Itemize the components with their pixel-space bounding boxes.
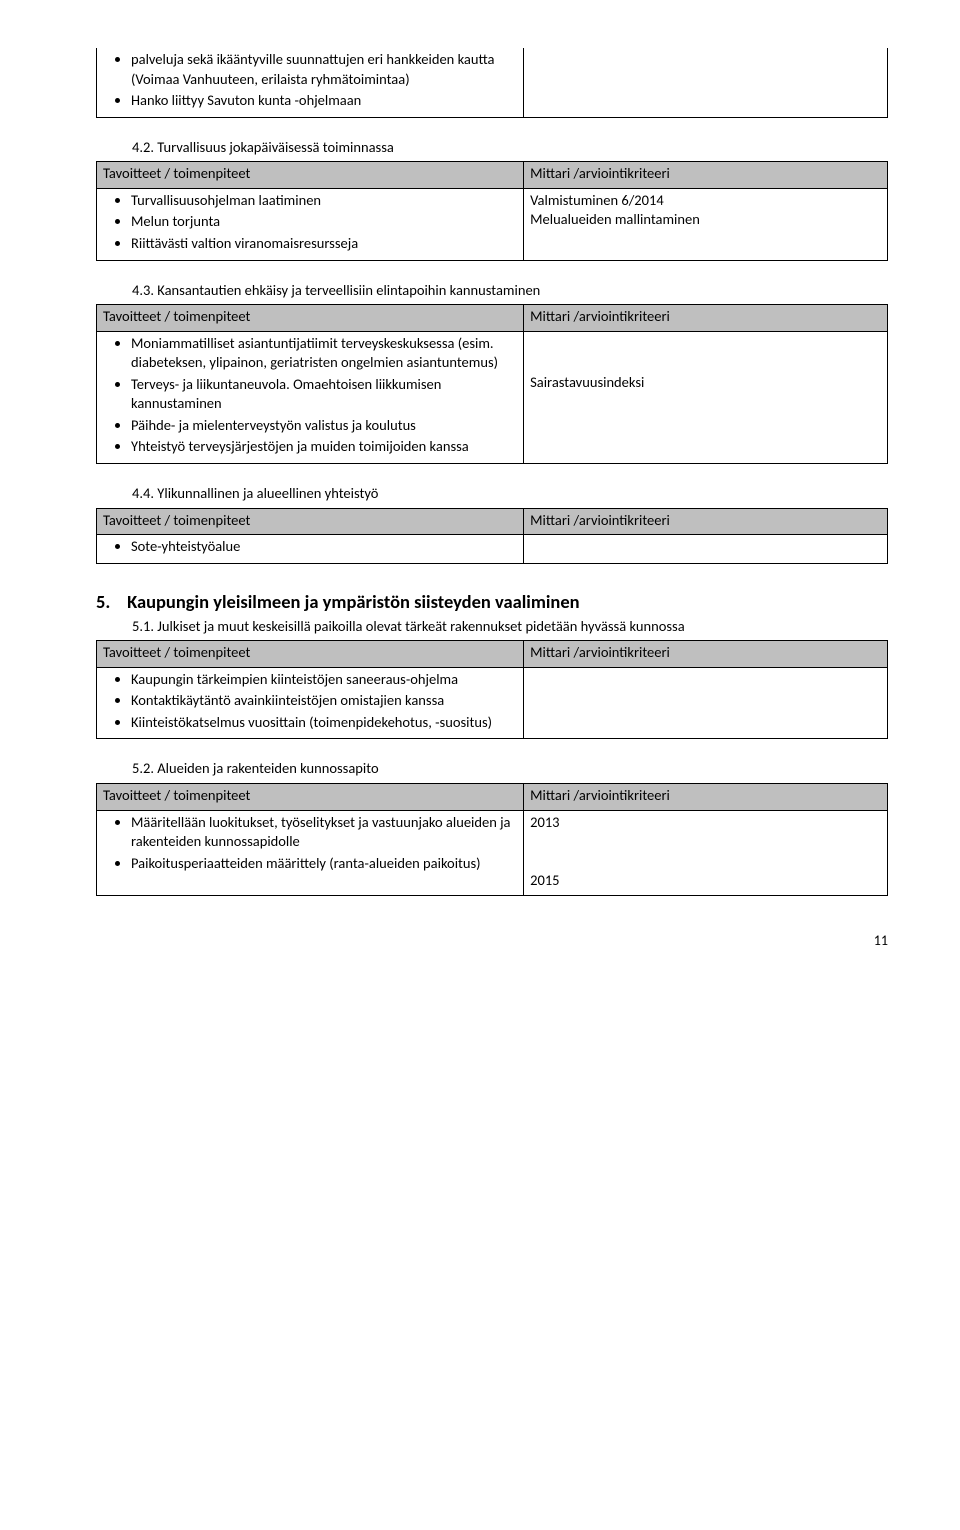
- list-item: Moniammatilliset asiantuntijatiimit terv…: [131, 334, 517, 373]
- list-item: Turvallisuusohjelman laatiminen: [131, 191, 517, 211]
- table-section-intro: palveluja sekä ikääntyville suunnattujen…: [96, 48, 888, 118]
- section-title: Kaupungin yleisilmeen ja ympäristön siis…: [127, 590, 580, 613]
- table-cell: Turvallisuusohjelman laatiminen Melun to…: [97, 188, 524, 260]
- table-cell: Kaupungin tärkeimpien kiinteistöjen sane…: [97, 667, 524, 739]
- table-cell: Moniammatilliset asiantuntijatiimit terv…: [97, 331, 524, 463]
- bullet-list: Määritellään luokitukset, työselitykset …: [103, 813, 517, 874]
- table-cell: palveluja sekä ikääntyville suunnattujen…: [97, 48, 524, 117]
- bullet-list: Turvallisuusohjelman laatiminen Melun to…: [103, 191, 517, 254]
- list-item: Kiinteistökatselmus vuosittain (toimenpi…: [131, 713, 517, 733]
- table-header: Mittari /arviointikriteeri: [524, 641, 888, 668]
- subsection-heading: 5.1. Julkiset ja muut keskeisillä paikoi…: [132, 617, 888, 637]
- table-4-2: Tavoitteet / toimenpiteet Mittari /arvio…: [96, 161, 888, 260]
- bullet-list: palveluja sekä ikääntyville suunnattujen…: [103, 50, 517, 111]
- list-item: Päihde- ja mielenterveystyön valistus ja…: [131, 416, 517, 436]
- table-4-3: Tavoitteet / toimenpiteet Mittari /arvio…: [96, 304, 888, 464]
- table-cell: Sote-yhteistyöalue: [97, 535, 524, 564]
- list-item: Melun torjunta: [131, 212, 517, 232]
- table-4-4: Tavoitteet / toimenpiteet Mittari /arvio…: [96, 508, 888, 564]
- list-item: Hanko liittyy Savuton kunta -ohjelmaan: [131, 91, 517, 111]
- table-header: Mittari /arviointikriteeri: [524, 305, 888, 332]
- subsection-heading: 4.3. Kansantautien ehkäisy ja terveellis…: [132, 281, 888, 301]
- subsection-heading: 4.4. Ylikunnallinen ja alueellinen yhtei…: [132, 484, 888, 504]
- table-header: Mittari /arviointikriteeri: [524, 784, 888, 811]
- table-cell: [524, 48, 888, 117]
- table-cell: Määritellään luokitukset, työselitykset …: [97, 810, 524, 895]
- section-heading: 5. Kaupungin yleisilmeen ja ympäristön s…: [96, 590, 888, 615]
- table-header: Tavoitteet / toimenpiteet: [97, 508, 524, 535]
- bullet-list: Moniammatilliset asiantuntijatiimit terv…: [103, 334, 517, 457]
- list-item: Kontaktikäytäntö avainkiinteistöjen omis…: [131, 691, 517, 711]
- list-item: Riittävästi valtion viranomaisresursseja: [131, 234, 517, 254]
- table-cell: [524, 667, 888, 739]
- list-item: Paikoitusperiaatteiden määrittely (ranta…: [131, 854, 517, 874]
- subsection-heading: 5.2. Alueiden ja rakenteiden kunnossapit…: [132, 759, 888, 779]
- list-item: Määritellään luokitukset, työselitykset …: [131, 813, 517, 852]
- table-header: Tavoitteet / toimenpiteet: [97, 305, 524, 332]
- list-item: Yhteistyö terveysjärjestöjen ja muiden t…: [131, 437, 517, 457]
- list-item: Sote-yhteistyöalue: [131, 537, 517, 557]
- section-number: 5.: [96, 590, 110, 613]
- table-header: Tavoitteet / toimenpiteet: [97, 641, 524, 668]
- list-item: Kaupungin tärkeimpien kiinteistöjen sane…: [131, 670, 517, 690]
- table-header: Tavoitteet / toimenpiteet: [97, 162, 524, 189]
- table-cell: Sairastavuusindeksi: [524, 331, 888, 463]
- bullet-list: Sote-yhteistyöalue: [103, 537, 517, 557]
- table-cell: [524, 535, 888, 564]
- table-cell: Valmistuminen 6/2014 Melualueiden mallin…: [524, 188, 888, 260]
- list-item: palveluja sekä ikääntyville suunnattujen…: [131, 50, 517, 89]
- table-header: Mittari /arviointikriteeri: [524, 508, 888, 535]
- table-header: Mittari /arviointikriteeri: [524, 162, 888, 189]
- subsection-heading: 4.2. Turvallisuus jokapäiväisessä toimin…: [132, 138, 888, 158]
- page-number: 11: [96, 932, 888, 951]
- table-header: Tavoitteet / toimenpiteet: [97, 784, 524, 811]
- table-5-2: Tavoitteet / toimenpiteet Mittari /arvio…: [96, 783, 888, 896]
- table-5-1: Tavoitteet / toimenpiteet Mittari /arvio…: [96, 640, 888, 739]
- bullet-list: Kaupungin tärkeimpien kiinteistöjen sane…: [103, 670, 517, 733]
- table-cell: 2013 2015: [524, 810, 888, 895]
- list-item: Terveys- ja liikuntaneuvola. Omaehtoisen…: [131, 375, 517, 414]
